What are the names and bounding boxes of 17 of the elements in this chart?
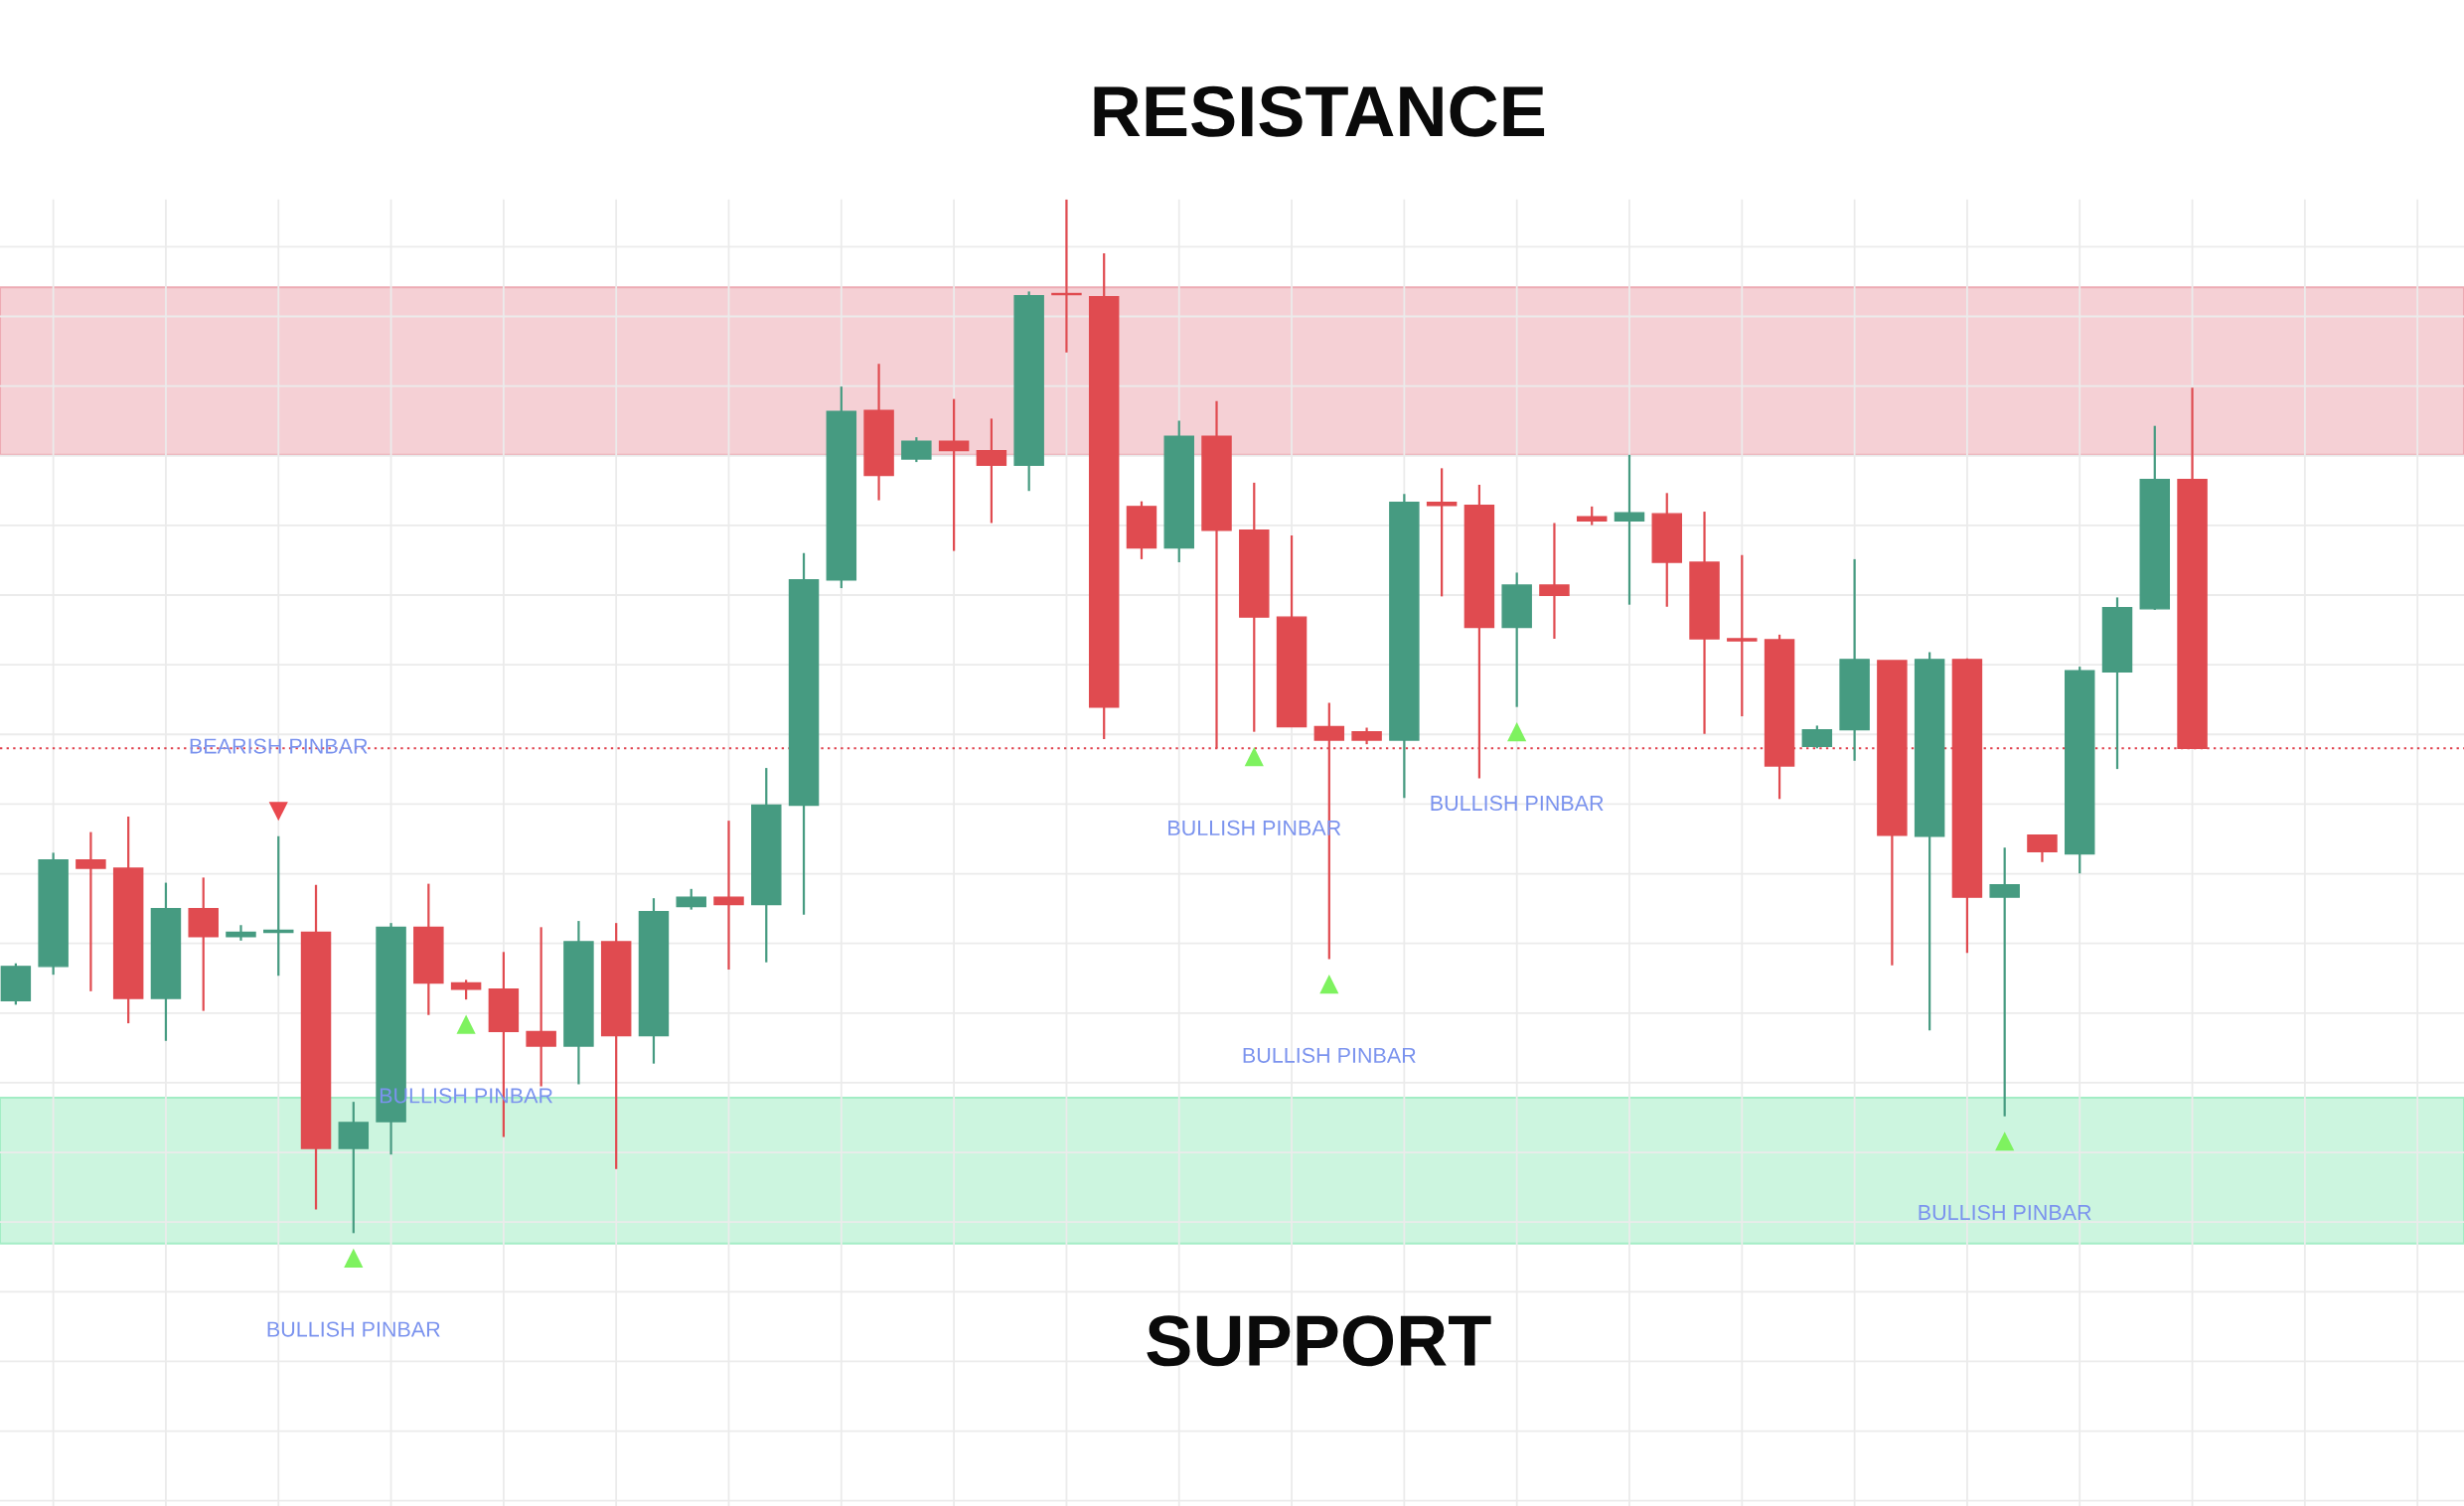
text: BULLISH PINBAR	[1431, 795, 1604, 812]
candlestick	[526, 926, 556, 1088]
text: BULLISH PINBAR	[267, 1321, 440, 1337]
text: BULLISH PINBAR	[1243, 1047, 1416, 1063]
candlestick	[938, 397, 970, 552]
text: BULLISH PINBAR	[1919, 1204, 2091, 1221]
candlestick	[1727, 553, 1758, 718]
candlestick	[713, 820, 744, 972]
candlestick	[1539, 522, 1570, 641]
band-label: SUPPORT	[1147, 1315, 1491, 1367]
candlestick	[76, 830, 106, 992]
band-label: RESISTANCE	[1094, 85, 1545, 137]
candlestick	[1576, 505, 1608, 527]
text: BEARISH PINBAR	[190, 738, 368, 754]
candlestick	[1989, 846, 2020, 1118]
candlestick	[1614, 453, 1645, 606]
candlestick	[226, 924, 256, 942]
